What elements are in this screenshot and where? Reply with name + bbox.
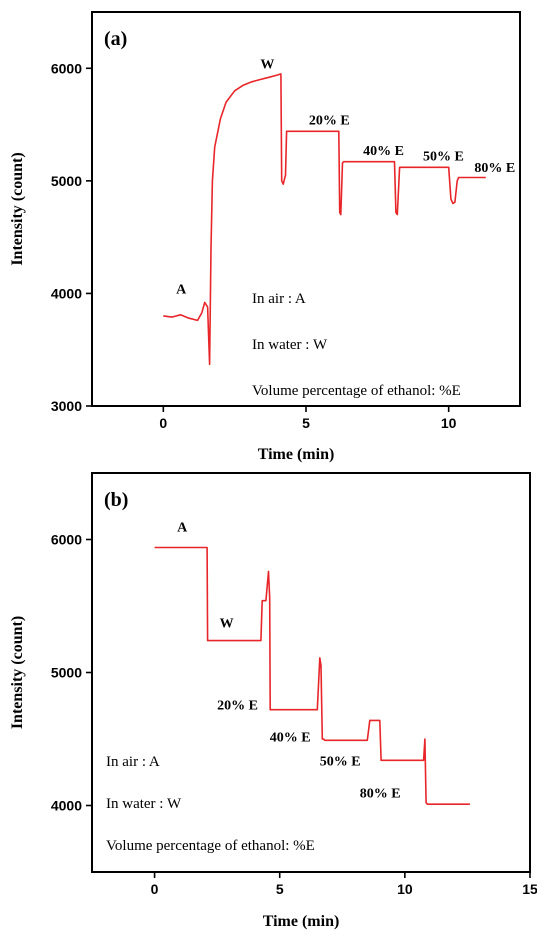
y-tick-label: 4000 <box>51 798 82 814</box>
legend-text: Volume percentage of ethanol: %E <box>252 383 461 399</box>
y-tick-label: 5000 <box>51 665 82 681</box>
x-tick-label: 15 <box>522 881 537 897</box>
x-tick-label: 0 <box>151 881 159 897</box>
legend-text: In air : A <box>252 291 306 307</box>
step-annotation: 80% E <box>360 787 401 802</box>
plot-frame <box>91 472 531 873</box>
y-tick-label: 4000 <box>51 285 82 301</box>
y-tick-label: 3000 <box>51 398 82 414</box>
chart-panel-2: 0 5 10 15 4000 5000 6000 Time (min) Intensity (c… <box>9 472 537 930</box>
y-tick-label: 6000 <box>51 60 82 76</box>
series-line <box>154 546 470 806</box>
step-annotation: 50% E <box>320 755 361 770</box>
legend-text: In water : W <box>252 337 328 353</box>
x-axis-label: Time (min) <box>258 446 335 463</box>
x-axis-label: Time (min) <box>263 913 340 930</box>
step-annotation: 50% E <box>423 150 464 165</box>
x-tick-label: 10 <box>441 415 457 431</box>
y-tick-label: 5000 <box>51 173 82 189</box>
step-annotation: 40% E <box>270 731 311 746</box>
x-tick-label: 0 <box>159 415 167 431</box>
step-annotation: 80% E <box>474 161 515 176</box>
step-annotation: 40% E <box>363 144 404 159</box>
y-tick-label: 6000 <box>51 532 82 548</box>
step-annotation: A <box>177 521 188 536</box>
chart-panel-1: 0 5 10 3000 4000 5000 6000 Time (min) Intensity … <box>9 11 521 463</box>
series-line <box>163 73 486 366</box>
step-annotation: 20% E <box>217 699 258 714</box>
y-axis-label: Intensity (count) <box>9 152 26 265</box>
x-tick-label: 5 <box>276 881 284 897</box>
panel-label: (a) <box>104 28 127 50</box>
y-axis-label: Intensity (count) <box>9 616 26 729</box>
legend-text: Volume percentage of ethanol: %E <box>106 838 315 854</box>
step-annotation: A <box>176 282 187 297</box>
step-annotation: W <box>220 616 234 631</box>
panel-label: (b) <box>104 489 128 511</box>
legend-text: In water : W <box>106 796 182 812</box>
x-tick-label: 10 <box>397 881 413 897</box>
step-annotation: 20% E <box>309 114 350 129</box>
x-tick-label: 5 <box>302 415 310 431</box>
step-annotation: W <box>260 57 274 72</box>
legend-text: In air : A <box>106 754 160 770</box>
